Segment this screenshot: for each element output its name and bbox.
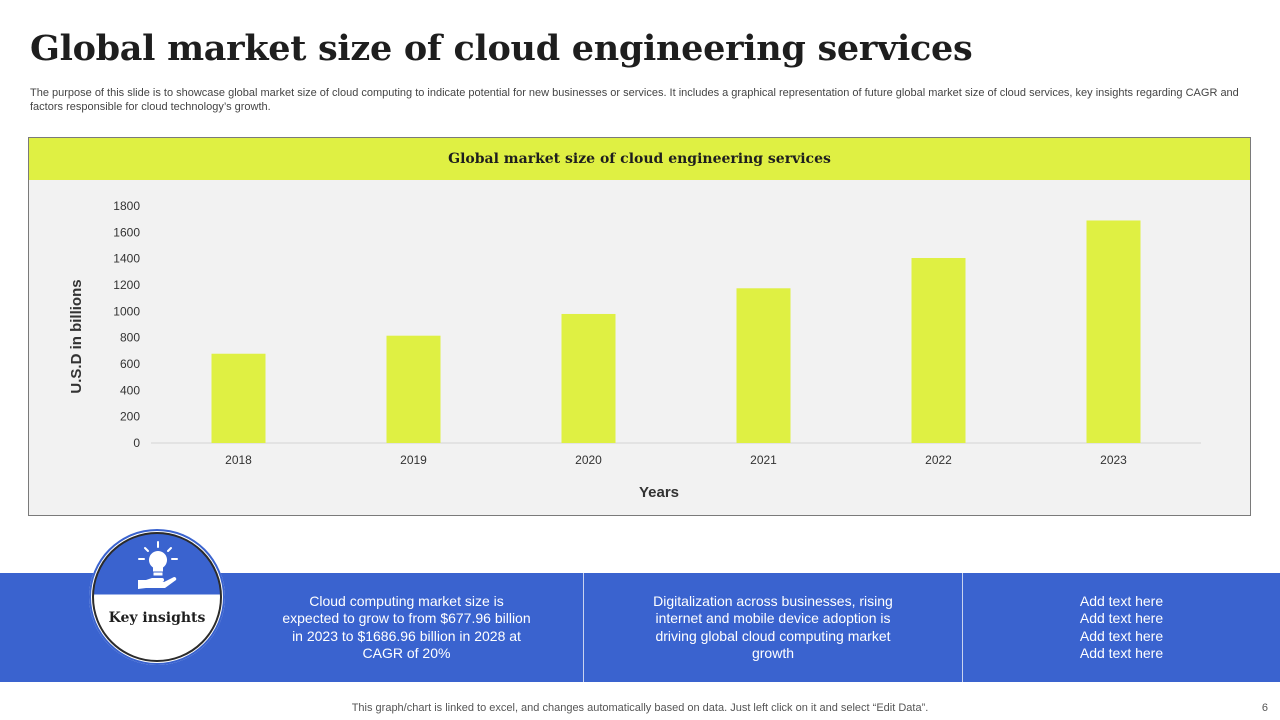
bar-2020[interactable] — [561, 313, 616, 443]
chart-panel[interactable]: Global market size of cloud engineering … — [28, 137, 1251, 516]
page-title: Global market size of cloud engineering … — [30, 28, 973, 69]
page-number: 6 — [1261, 702, 1268, 714]
x-tick-label: 2023 — [1100, 453, 1127, 467]
insight-divider — [962, 573, 963, 682]
y-tick-label: 600 — [120, 357, 140, 371]
bar-2022[interactable] — [911, 258, 966, 443]
y-tick-label: 200 — [120, 410, 140, 424]
y-tick-label: 1400 — [113, 252, 140, 266]
footnote: This graph/chart is linked to excel, and… — [351, 702, 929, 714]
lightbulb-hand-icon — [138, 541, 178, 589]
y-tick-label: 1800 — [113, 199, 140, 213]
bar-chart[interactable]: 0 200 400 600 800 1000 1200 1400 1600 1800 2018 201… — [29, 180, 1250, 515]
y-tick-label: 1200 — [113, 278, 140, 292]
bar-2018[interactable] — [211, 353, 266, 443]
y-axis-title: U.S.D in billions — [68, 279, 85, 393]
key-insights-label: Key insights — [108, 610, 206, 626]
y-tick-label: 400 — [120, 383, 140, 397]
x-tick-label: 2022 — [925, 453, 952, 467]
chart-header: Global market size of cloud engineering … — [29, 138, 1250, 180]
insight-1: Cloud computing market size is expected … — [230, 573, 583, 682]
x-tick-label: 2019 — [400, 453, 427, 467]
bar-2019[interactable] — [386, 335, 441, 443]
x-tick-label: 2018 — [225, 453, 252, 467]
x-axis-title: Years — [639, 484, 679, 501]
y-tick-label: 0 — [133, 436, 140, 450]
insight-3-text: Add text here Add text here Add text her… — [1079, 592, 1164, 662]
bar-2021[interactable] — [736, 288, 791, 443]
insight-1-text: Cloud computing market size is expected … — [282, 592, 531, 662]
x-tick-label: 2021 — [750, 453, 777, 467]
key-insights-badge: Key insights — [89, 529, 225, 665]
y-tick-label: 800 — [120, 331, 140, 345]
page-subtitle: The purpose of this slide is to showcase… — [30, 87, 1239, 113]
bar-2023[interactable] — [1086, 220, 1141, 443]
y-tick-label: 1000 — [113, 304, 140, 318]
insight-2: Digitalization across businesses, rising… — [584, 573, 962, 682]
insight-3: Add text here Add text here Add text her… — [963, 573, 1280, 682]
chart-title: Global market size of cloud engineering … — [448, 151, 831, 167]
y-tick-label: 1600 — [113, 225, 140, 239]
x-tick-label: 2020 — [575, 453, 602, 467]
insight-2-text: Digitalization across businesses, rising… — [653, 592, 893, 662]
insight-divider — [583, 573, 584, 682]
